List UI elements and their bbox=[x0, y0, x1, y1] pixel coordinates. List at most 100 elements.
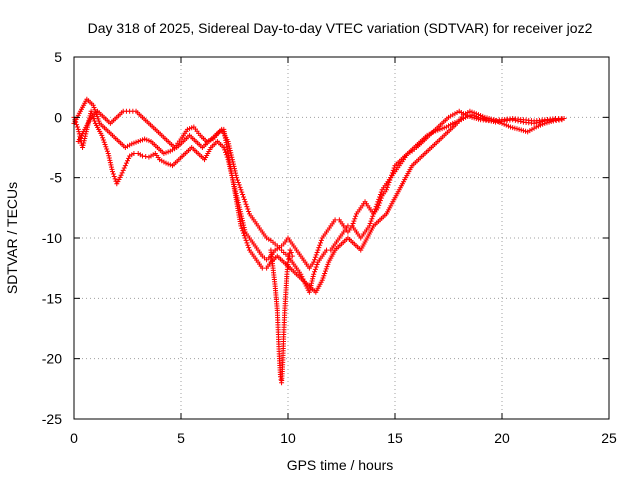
data-point bbox=[222, 147, 228, 153]
data-point bbox=[351, 218, 357, 224]
data-point bbox=[227, 145, 233, 151]
data-point bbox=[234, 177, 240, 183]
data-point bbox=[83, 131, 89, 137]
data-point bbox=[285, 259, 291, 265]
data-point bbox=[345, 223, 351, 229]
data-point bbox=[313, 264, 319, 270]
data-point bbox=[236, 182, 242, 188]
data-point bbox=[238, 223, 244, 229]
data-point bbox=[388, 175, 394, 181]
data-point bbox=[315, 247, 321, 253]
data-point bbox=[318, 237, 324, 243]
data-point bbox=[246, 245, 252, 251]
data-point bbox=[229, 157, 235, 163]
data-point bbox=[82, 135, 88, 141]
data-point bbox=[102, 141, 108, 147]
data-point bbox=[238, 187, 244, 193]
data-point bbox=[240, 228, 246, 234]
data-point bbox=[332, 217, 338, 223]
data-point bbox=[110, 169, 116, 175]
data-point bbox=[324, 247, 330, 253]
x-tick-label: 20 bbox=[494, 430, 510, 446]
data-point bbox=[240, 230, 246, 236]
data-point bbox=[246, 208, 252, 214]
data-point bbox=[389, 172, 395, 178]
data-point bbox=[74, 122, 80, 128]
data-point bbox=[319, 277, 325, 283]
data-point bbox=[227, 148, 233, 154]
data-point bbox=[390, 167, 396, 173]
data-point bbox=[95, 116, 101, 122]
data-point bbox=[118, 172, 124, 178]
series-track-a bbox=[71, 108, 565, 295]
data-point bbox=[76, 129, 82, 135]
data-point bbox=[383, 187, 389, 193]
data-point bbox=[107, 157, 113, 163]
data-point bbox=[367, 221, 373, 227]
data-point bbox=[122, 163, 128, 169]
x-tick-label: 15 bbox=[387, 430, 403, 446]
data-point bbox=[74, 124, 80, 130]
y-tick-label: -5 bbox=[50, 170, 63, 186]
data-point bbox=[307, 287, 313, 293]
data-point bbox=[245, 206, 251, 212]
data-point bbox=[353, 213, 359, 219]
series-spike bbox=[268, 247, 295, 386]
data-point bbox=[391, 165, 397, 171]
data-point bbox=[221, 145, 227, 150]
y-tick-label: -20 bbox=[42, 351, 62, 367]
data-point bbox=[241, 224, 247, 230]
data-point bbox=[223, 149, 229, 155]
data-point bbox=[94, 114, 100, 120]
data-point bbox=[120, 167, 126, 173]
data-point bbox=[110, 171, 116, 177]
chart-title: Day 318 of 2025, Sidereal Day-to-day VTE… bbox=[88, 20, 593, 36]
y-tick-label: -15 bbox=[42, 290, 62, 306]
series-track-c bbox=[75, 108, 565, 295]
axis-ticks: 0 5 10 15 20 25 5 0 -5 -10 -15 -20 -25 bbox=[42, 49, 617, 446]
data-point bbox=[314, 249, 320, 255]
data-point bbox=[376, 202, 382, 208]
data-point bbox=[109, 166, 115, 172]
data-point bbox=[100, 137, 106, 143]
y-tick-label: 5 bbox=[54, 49, 62, 65]
data-point bbox=[240, 194, 246, 200]
data-point bbox=[310, 276, 316, 282]
data-point bbox=[143, 154, 149, 160]
data-point bbox=[387, 177, 393, 183]
data-point bbox=[368, 218, 374, 224]
data-point bbox=[349, 223, 355, 229]
data-point bbox=[318, 240, 324, 246]
data-series bbox=[71, 96, 567, 386]
x-tick-label: 25 bbox=[601, 430, 617, 446]
data-point bbox=[81, 138, 87, 144]
data-point bbox=[287, 247, 293, 253]
data-point bbox=[559, 117, 565, 123]
data-point bbox=[90, 102, 96, 108]
data-point bbox=[378, 195, 384, 201]
data-point bbox=[309, 280, 315, 286]
data-point bbox=[324, 264, 330, 270]
data-point bbox=[312, 254, 318, 260]
data-point bbox=[108, 162, 114, 168]
data-point bbox=[312, 269, 318, 275]
data-point bbox=[286, 256, 292, 262]
x-axis-label: GPS time / hours bbox=[287, 457, 394, 473]
data-point bbox=[241, 196, 247, 202]
data-point bbox=[370, 213, 376, 219]
data-point bbox=[92, 118, 98, 124]
data-point bbox=[510, 117, 516, 123]
data-point bbox=[306, 289, 312, 295]
data-point bbox=[366, 223, 372, 229]
data-point bbox=[311, 259, 317, 265]
data-point bbox=[121, 165, 127, 171]
data-point bbox=[131, 151, 137, 157]
data-point bbox=[298, 271, 304, 277]
data-point bbox=[313, 252, 319, 258]
y-tick-label: -25 bbox=[42, 411, 62, 427]
data-point bbox=[352, 216, 358, 222]
data-point bbox=[539, 119, 545, 125]
data-point bbox=[139, 153, 145, 159]
data-point bbox=[244, 204, 250, 210]
data-point bbox=[226, 143, 232, 149]
